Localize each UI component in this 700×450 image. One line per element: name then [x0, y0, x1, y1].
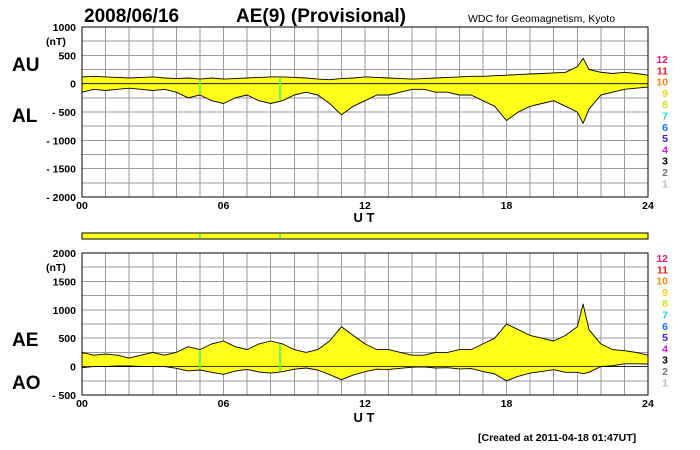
ut-axis-label-top: U T	[354, 210, 375, 225]
legend-number: 6	[662, 321, 668, 333]
x-tick-labels-top: 00 06 12 18 24	[76, 200, 654, 212]
grid-top	[82, 27, 648, 197]
legend-number: 1	[662, 178, 668, 190]
grid-bottom	[82, 253, 648, 395]
x-tick-label: 24	[642, 200, 654, 212]
x-tick-label: 06	[218, 398, 230, 410]
legend-number: 7	[662, 111, 668, 123]
strip-markers	[198, 234, 282, 238]
legend-number: 12	[656, 253, 668, 265]
ut-axis-label-bottom: U T	[354, 410, 375, 425]
legend-number: 5	[662, 332, 668, 344]
ao-label: AO	[12, 373, 41, 394]
y-tick-label: 1500	[53, 276, 77, 288]
y-tick-label: 2000	[53, 248, 77, 260]
au-label: AU	[12, 55, 39, 76]
y-tick-label: 1000	[53, 305, 77, 317]
x-tick-label: 18	[501, 200, 513, 212]
y-tick-label: 500	[58, 50, 76, 62]
y-tick-label: 1000	[53, 22, 77, 34]
x-tick-label: 24	[642, 398, 654, 410]
plot-frame-top	[81, 26, 649, 198]
au-al-panel: AU AL (nT) U T 1000 500 0 - 500 - 1000 - 1500…	[12, 22, 654, 225]
y-tick-label: - 500	[52, 390, 76, 402]
strip-bar	[81, 232, 649, 240]
al-label: AL	[12, 106, 38, 127]
x-tick-label: 00	[76, 398, 88, 410]
unit-label-bottom: (nT)	[46, 262, 66, 274]
x-tick-label: 06	[218, 200, 230, 212]
legend-number: 9	[662, 88, 668, 100]
y-tick-label: - 2000	[46, 192, 76, 204]
y-tick-label: 500	[58, 333, 76, 345]
legend-number: 8	[662, 99, 668, 111]
unit-label-top: (nT)	[46, 36, 66, 48]
legend-number: 6	[662, 122, 668, 134]
created-timestamp: [Created at 2011-04-18 01:47UT]	[478, 432, 636, 444]
x-tick-label: 00	[76, 200, 88, 212]
plot-frame-bottom	[81, 252, 649, 396]
legend-number: 2	[662, 366, 668, 378]
legend-number: 9	[662, 287, 668, 299]
legend-number: 4	[662, 343, 668, 355]
y-tick-labels-top: 1000 500 0 - 500 - 1000 - 1500 - 2000	[46, 22, 76, 204]
legend-number: 8	[662, 298, 668, 310]
x-tick-label: 18	[501, 398, 513, 410]
legend-number: 3	[662, 156, 668, 168]
y-tick-label: - 1000	[46, 135, 76, 147]
legend-number: 4	[662, 144, 668, 156]
index-title: AE(9) (Provisional)	[236, 6, 406, 27]
legend-number: 3	[662, 355, 668, 367]
y-tick-label: 0	[70, 362, 76, 374]
legend-number: 11	[657, 65, 668, 77]
legend-number: 12	[656, 54, 668, 66]
legend-number: 5	[662, 133, 668, 145]
legend-number: 10	[656, 276, 668, 288]
x-tick-label: 12	[359, 200, 371, 212]
ae-label: AE	[12, 330, 38, 351]
legend-number: 7	[662, 310, 668, 322]
source-label: WDC for Geomagnetism, Kyoto	[468, 13, 615, 25]
x-tick-label: 12	[359, 398, 371, 410]
y-tick-label: 0	[70, 79, 76, 91]
legend-number: 11	[657, 264, 668, 276]
y-tick-labels-bottom: 2000 1500 1000 500 0 - 500	[52, 248, 76, 402]
activity-strip	[81, 232, 649, 240]
y-tick-label: - 1500	[46, 164, 76, 176]
y-tick-label: - 500	[52, 107, 76, 119]
date-title: 2008/06/16	[84, 6, 179, 27]
x-tick-labels-bottom: 00 06 12 18 24	[76, 398, 654, 410]
legend-number: 1	[662, 377, 668, 389]
legend-number: 2	[662, 167, 668, 179]
legend-number: 10	[656, 77, 668, 89]
